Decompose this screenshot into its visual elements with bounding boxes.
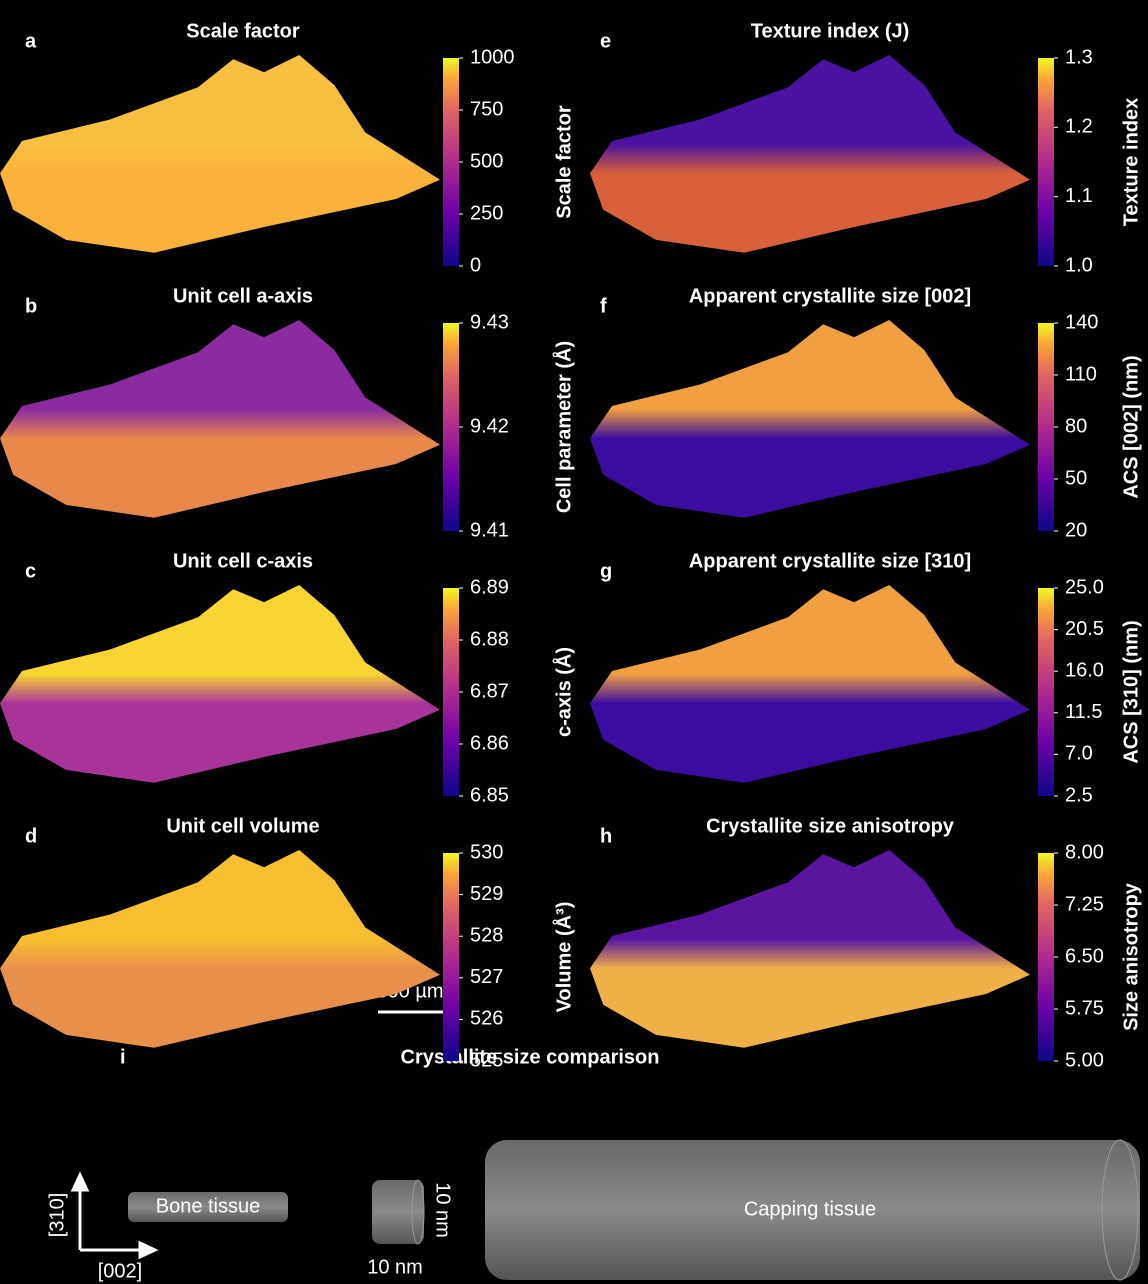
panel-title: Unit cell c-axis bbox=[173, 550, 313, 572]
panel-letter: b bbox=[25, 295, 37, 317]
colorbar-label: ACS [310] (nm) bbox=[1120, 620, 1142, 763]
colorbar bbox=[443, 588, 459, 796]
panel-title: Apparent crystallite size [002] bbox=[689, 285, 971, 307]
panel-letter: f bbox=[600, 295, 607, 317]
tick-label: 50 bbox=[1065, 467, 1087, 489]
panel-letter: h bbox=[600, 825, 612, 847]
tick-label: 11.5 bbox=[1065, 701, 1102, 723]
cylinder-label: Bone tissue bbox=[156, 1195, 261, 1217]
tick-label: 20 bbox=[1065, 519, 1087, 541]
colorbar bbox=[1038, 323, 1054, 531]
tick-label: 250 bbox=[470, 202, 503, 224]
intensity-map bbox=[590, 850, 1030, 1048]
panel-title: Crystallite size comparison bbox=[401, 1046, 660, 1068]
panel-letter: d bbox=[25, 825, 37, 847]
panel-letter: c bbox=[25, 560, 36, 582]
colorbar-label: Cell parameter (Å) bbox=[551, 341, 575, 513]
figure: i Crystallite size comparison [310] [002… bbox=[0, 0, 1148, 1284]
tick-label: 20.5 bbox=[1065, 618, 1104, 640]
intensity-map bbox=[590, 320, 1030, 518]
tick-label: 6.89 bbox=[470, 576, 509, 598]
colorbar-label: Volume (Å³) bbox=[551, 902, 575, 1013]
colorbar bbox=[443, 58, 459, 266]
tick-label: 8.00 bbox=[1065, 841, 1104, 863]
tick-label: 528 bbox=[470, 924, 503, 946]
tick-label: 530 bbox=[470, 841, 503, 863]
intensity-map bbox=[0, 320, 440, 518]
tick-label: 5.75 bbox=[1065, 997, 1104, 1019]
panel-letter: i bbox=[120, 1046, 126, 1068]
tick-label: 1.1 bbox=[1065, 185, 1093, 207]
tick-label: 750 bbox=[470, 98, 503, 120]
colorbar bbox=[1038, 58, 1054, 266]
tick-label: 9.43 bbox=[470, 311, 509, 333]
tick-label: 526 bbox=[470, 1008, 503, 1030]
tick-label: 6.86 bbox=[470, 732, 509, 754]
tick-label: 2.5 bbox=[1065, 784, 1093, 806]
cylinder-label: Capping tissue bbox=[744, 1198, 876, 1220]
intensity-map bbox=[590, 55, 1030, 253]
tick-label: 110 bbox=[1065, 363, 1097, 385]
tick-label: 6.88 bbox=[470, 628, 509, 650]
tick-label: 1.2 bbox=[1065, 116, 1093, 138]
intensity-map bbox=[0, 850, 440, 1048]
tick-label: 16.0 bbox=[1065, 659, 1104, 681]
colorbar-label: Texture index bbox=[1120, 98, 1142, 227]
panel-title: Crystallite size anisotropy bbox=[706, 815, 955, 837]
colorbar-label: ACS [002] (nm) bbox=[1120, 355, 1142, 498]
tick-label: 140 bbox=[1065, 311, 1098, 333]
tick-label: 529 bbox=[470, 883, 503, 905]
intensity-map bbox=[590, 585, 1030, 783]
axis-label: [310] bbox=[46, 1193, 68, 1237]
dimension-label: 10 nm bbox=[367, 1256, 423, 1278]
intensity-map bbox=[0, 55, 440, 253]
tick-label: 7.25 bbox=[1065, 893, 1104, 915]
tick-label: 5.00 bbox=[1065, 1049, 1104, 1071]
tick-label: 1.0 bbox=[1065, 254, 1093, 276]
axis-label: [002] bbox=[98, 1260, 142, 1282]
colorbar-label: c-axis (Å) bbox=[551, 647, 575, 737]
tick-label: 6.50 bbox=[1065, 945, 1104, 967]
colorbar bbox=[1038, 853, 1054, 1061]
panel-letter: g bbox=[600, 560, 612, 582]
panel-title: Unit cell volume bbox=[166, 815, 319, 837]
tick-label: 7.0 bbox=[1065, 743, 1093, 765]
colorbar bbox=[443, 853, 459, 1061]
panel-letter: a bbox=[25, 30, 37, 52]
colorbar-label: Scale factor bbox=[553, 105, 575, 219]
panel-title: Apparent crystallite size [310] bbox=[689, 550, 971, 572]
colorbar bbox=[443, 323, 459, 531]
panel-letter: e bbox=[600, 30, 611, 52]
tick-label: 525 bbox=[470, 1049, 503, 1071]
colorbar-label: Size anisotropy bbox=[1120, 882, 1142, 1031]
tick-label: 9.42 bbox=[470, 415, 509, 437]
tick-label: 500 bbox=[470, 150, 503, 172]
panel-title: Unit cell a-axis bbox=[173, 285, 313, 307]
tick-label: 1000 bbox=[470, 46, 515, 68]
page: i Crystallite size comparison [310] [002… bbox=[0, 0, 1148, 1284]
tick-label: 6.87 bbox=[470, 680, 509, 702]
dimension-label: 10 nm bbox=[432, 1182, 454, 1238]
tick-label: 527 bbox=[470, 966, 503, 988]
panel-title: Scale factor bbox=[186, 20, 300, 42]
tick-label: 80 bbox=[1065, 415, 1087, 437]
tick-label: 0 bbox=[470, 254, 481, 276]
tick-label: 6.85 bbox=[470, 784, 509, 806]
tick-label: 25.0 bbox=[1065, 576, 1104, 598]
tick-label: 9.41 bbox=[470, 519, 509, 541]
intensity-map bbox=[0, 585, 440, 783]
unit-cylinder bbox=[372, 1180, 424, 1244]
colorbar bbox=[1038, 588, 1054, 796]
tick-label: 1.3 bbox=[1065, 46, 1093, 68]
panel-title: Texture index (J) bbox=[751, 20, 910, 42]
